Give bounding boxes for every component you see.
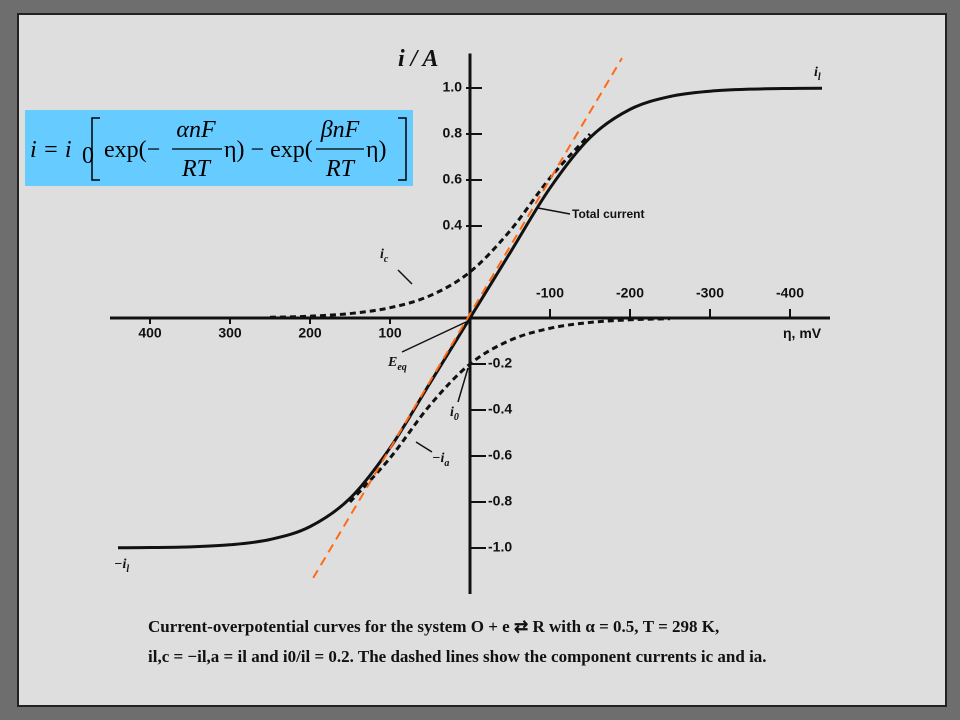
x-axis-label: η, mV	[783, 325, 822, 341]
pointer	[537, 207, 571, 215]
y-axis-label: i / A	[398, 46, 438, 72]
y-tick-label: 0.8	[443, 125, 463, 141]
eq-mid: η) − exp(	[224, 137, 313, 163]
annotation-sub: 0	[454, 412, 459, 423]
eq-lhs-sub: 0	[82, 143, 94, 169]
plot: 400 300 200 100 -100 -200 -300 -400 1.0 0.8 0.6 0.4…	[110, 53, 830, 594]
annotation-text: −i	[432, 451, 444, 466]
annotation: −ia	[432, 451, 449, 469]
pointer	[401, 321, 467, 353]
pointer	[397, 269, 413, 285]
annotation: ic	[380, 247, 389, 265]
equation-box	[25, 110, 413, 186]
eq-num: βnF	[320, 117, 360, 143]
annotation: il	[814, 65, 821, 83]
pointer	[457, 367, 469, 403]
x-tick-label: -300	[696, 285, 724, 301]
bracket	[398, 117, 407, 181]
annotation-text: −i	[114, 557, 126, 572]
annotation: i0	[450, 405, 459, 423]
annotation-sub: c	[384, 254, 389, 265]
y-tick-label: -0.6	[488, 447, 512, 463]
annotation-sub: l	[818, 72, 821, 83]
y-tick-label: -0.2	[488, 355, 512, 371]
y-tick-label: 0.6	[443, 171, 463, 187]
annotation: Total current	[572, 207, 644, 221]
y-tick-label: -0.4	[488, 401, 512, 417]
x-tick-label: -400	[776, 285, 804, 301]
eq-num: αnF	[176, 117, 216, 143]
annotation-sub: l	[126, 564, 129, 575]
y-tick-label: -1.0	[488, 539, 512, 555]
pointer	[415, 441, 433, 453]
eq-open: exp(−	[104, 137, 160, 163]
caption-line: il,c = −il,a = il and i0/il = 0.2. The d…	[148, 647, 767, 666]
annotation-sub: eq	[397, 362, 406, 373]
caption-line: Current-overpotential curves for the sys…	[148, 617, 719, 636]
y-tick-label: -0.8	[488, 493, 512, 509]
equation: i = i 0 exp(− αnF RT η) − exp( βnF RT η)	[30, 117, 407, 182]
x-tick-label: 400	[138, 325, 162, 341]
eq-den: RT	[181, 156, 212, 182]
annotation-sub: a	[444, 458, 449, 469]
dashed-curve	[312, 57, 623, 579]
annotation: Eeq	[387, 355, 407, 373]
eq-close: η)	[366, 137, 387, 163]
x-tick-label: 200	[298, 325, 322, 341]
x-tick-label: -100	[536, 285, 564, 301]
bracket	[91, 117, 100, 181]
x-tick-label: 300	[218, 325, 242, 341]
dashed-curve	[269, 132, 592, 319]
annotation-text: i	[380, 247, 384, 262]
y-tick-label: 1.0	[443, 79, 463, 95]
curve	[117, 86, 823, 550]
annotation-text: i	[450, 405, 454, 420]
eq-lhs: i = i	[30, 137, 72, 163]
annotation: −il	[114, 557, 129, 575]
eq-den: RT	[325, 156, 356, 182]
x-tick-label: -200	[616, 285, 644, 301]
x-tick-label: 100	[378, 325, 402, 341]
annotation-text: E	[387, 355, 397, 370]
annotation-text: i	[814, 65, 818, 80]
y-tick-label: 0.4	[443, 217, 463, 233]
